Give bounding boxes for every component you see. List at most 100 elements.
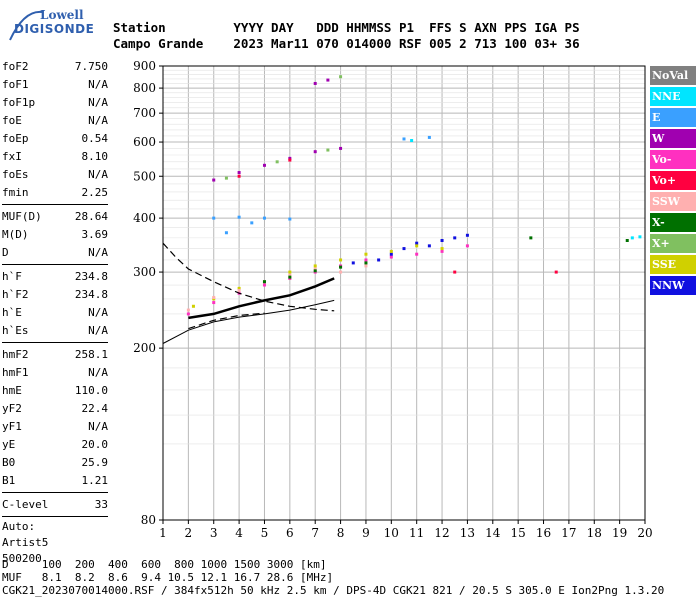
param-key: MUF(D) [2,210,42,223]
logo-line1: Lowell [40,8,84,22]
data-point [237,215,241,219]
param-row-hmf2: hmF2 258.1 [2,346,108,364]
param-row-d: D N/A [2,244,108,262]
data-point [212,178,216,182]
param-key: foF1 [2,78,29,91]
y-tick-label: 700 [133,106,156,120]
param-row-b1: B1 1.21 [2,472,108,490]
param-value: 234.8 [74,288,108,301]
param-row-fof1: foF1 N/A [2,76,108,94]
param-row-yf2: yF2 22.4 [2,400,108,418]
legend-item-noval: NoVal [650,66,696,85]
data-point [339,270,343,274]
y-tick-label: 400 [133,211,156,225]
footer-distance-row: D 100 200 400 600 800 1000 1500 3000 [km… [2,558,327,571]
y-tick-label: 600 [133,135,156,149]
data-point [262,283,266,287]
auto-scaling-line: 500200 [2,552,42,565]
data-point [326,78,330,82]
data-point [237,288,241,292]
x-tick-label: 15 [511,526,526,540]
param-key: C-level [2,498,49,511]
data-point [237,171,241,175]
data-point [415,241,419,245]
legend: NoVal NNE E W Vo- Vo+ SSW X- X+ SSE NNW [650,66,696,297]
param-row-hme: hmE 110.0 [2,382,108,400]
y-tick-label: 800 [133,81,156,95]
param-key: hmE [2,384,22,397]
x-tick-label: 11 [409,526,424,540]
param-row-hf: h`F 234.8 [2,268,108,286]
parameters-panel: foF2 7.750 foF1 N/A foF1p N/A foE N/A foEp 0.54 fx… [2,58,108,568]
data-point [440,238,444,242]
param-row-mufd: MUF(D) 28.64 [2,208,108,226]
data-point [465,233,469,237]
data-point [339,75,343,79]
x-tick-label: 18 [587,526,602,540]
data-point [224,231,228,235]
digisonde-logo: Lowell DIGISONDE [4,6,104,46]
x-tick-label: 13 [460,526,475,540]
x-tick-label: 4 [235,526,243,540]
data-point [186,308,190,312]
x-tick-label: 17 [561,526,576,540]
x-tick-label: 10 [384,526,399,540]
param-row-foep: foEp 0.54 [2,130,108,148]
param-value: N/A [88,324,108,337]
legend-item-e: E [650,108,696,127]
param-key: fxI [2,150,22,163]
param-value: 258.1 [74,348,108,361]
station-header: Station YYYY DAY DDD HHMMSS P1 FFS S AXN… [113,20,580,52]
header-row-labels: Station YYYY DAY DDD HHMMSS P1 FFS S AXN… [113,20,580,35]
x-tick-label: 7 [311,526,319,540]
y-tick-label: 200 [133,341,156,355]
param-row-b0: B0 25.9 [2,454,108,472]
legend-item-nnw: NNW [650,276,696,295]
data-point [402,137,406,141]
data-point [313,150,317,154]
data-point [415,252,419,256]
x-tick-label: 5 [261,526,269,540]
data-point [465,244,469,248]
data-point [625,238,629,242]
param-key: foEs [2,168,29,181]
param-row-ye: yE 20.0 [2,436,108,454]
param-key: h`E [2,306,22,319]
param-key: B1 [2,474,16,487]
data-point [288,217,292,221]
y-tick-label: 900 [133,59,156,73]
data-point [364,252,368,256]
legend-item-sse: SSE [650,255,696,274]
data-point [638,235,642,239]
param-key: fmin [2,186,29,199]
data-point [288,156,292,160]
param-separator [2,516,108,517]
param-value: N/A [88,306,108,319]
data-point [630,236,634,240]
data-point [440,249,444,253]
y-tick-label: 80 [141,513,156,527]
param-key: foF2 [2,60,29,73]
param-value: 25.9 [81,456,109,469]
x-tick-label: 2 [185,526,193,540]
logo-line2: DIGISONDE [14,22,95,36]
data-point [554,270,558,274]
header-row-values: Campo Grande 2023 Mar11 070 014000 RSF 0… [113,36,580,51]
param-row-md: M(D) 3.69 [2,226,108,244]
data-point [364,264,368,268]
auto-scaling-line: Auto: [2,520,36,533]
data-point [288,270,292,274]
param-value: 110.0 [74,384,108,397]
param-value: 22.4 [81,402,109,415]
data-point [377,258,381,262]
plot-frame [162,65,646,521]
data-point [262,280,266,284]
data-point [313,269,317,273]
legend-item-nne: NNE [650,87,696,106]
x-tick-label: 6 [286,526,294,540]
data-point [288,273,292,277]
data-point [364,258,368,262]
x-tick-label: 20 [637,526,652,540]
y-tick-label: 300 [133,265,156,279]
param-key: h`F [2,270,22,283]
